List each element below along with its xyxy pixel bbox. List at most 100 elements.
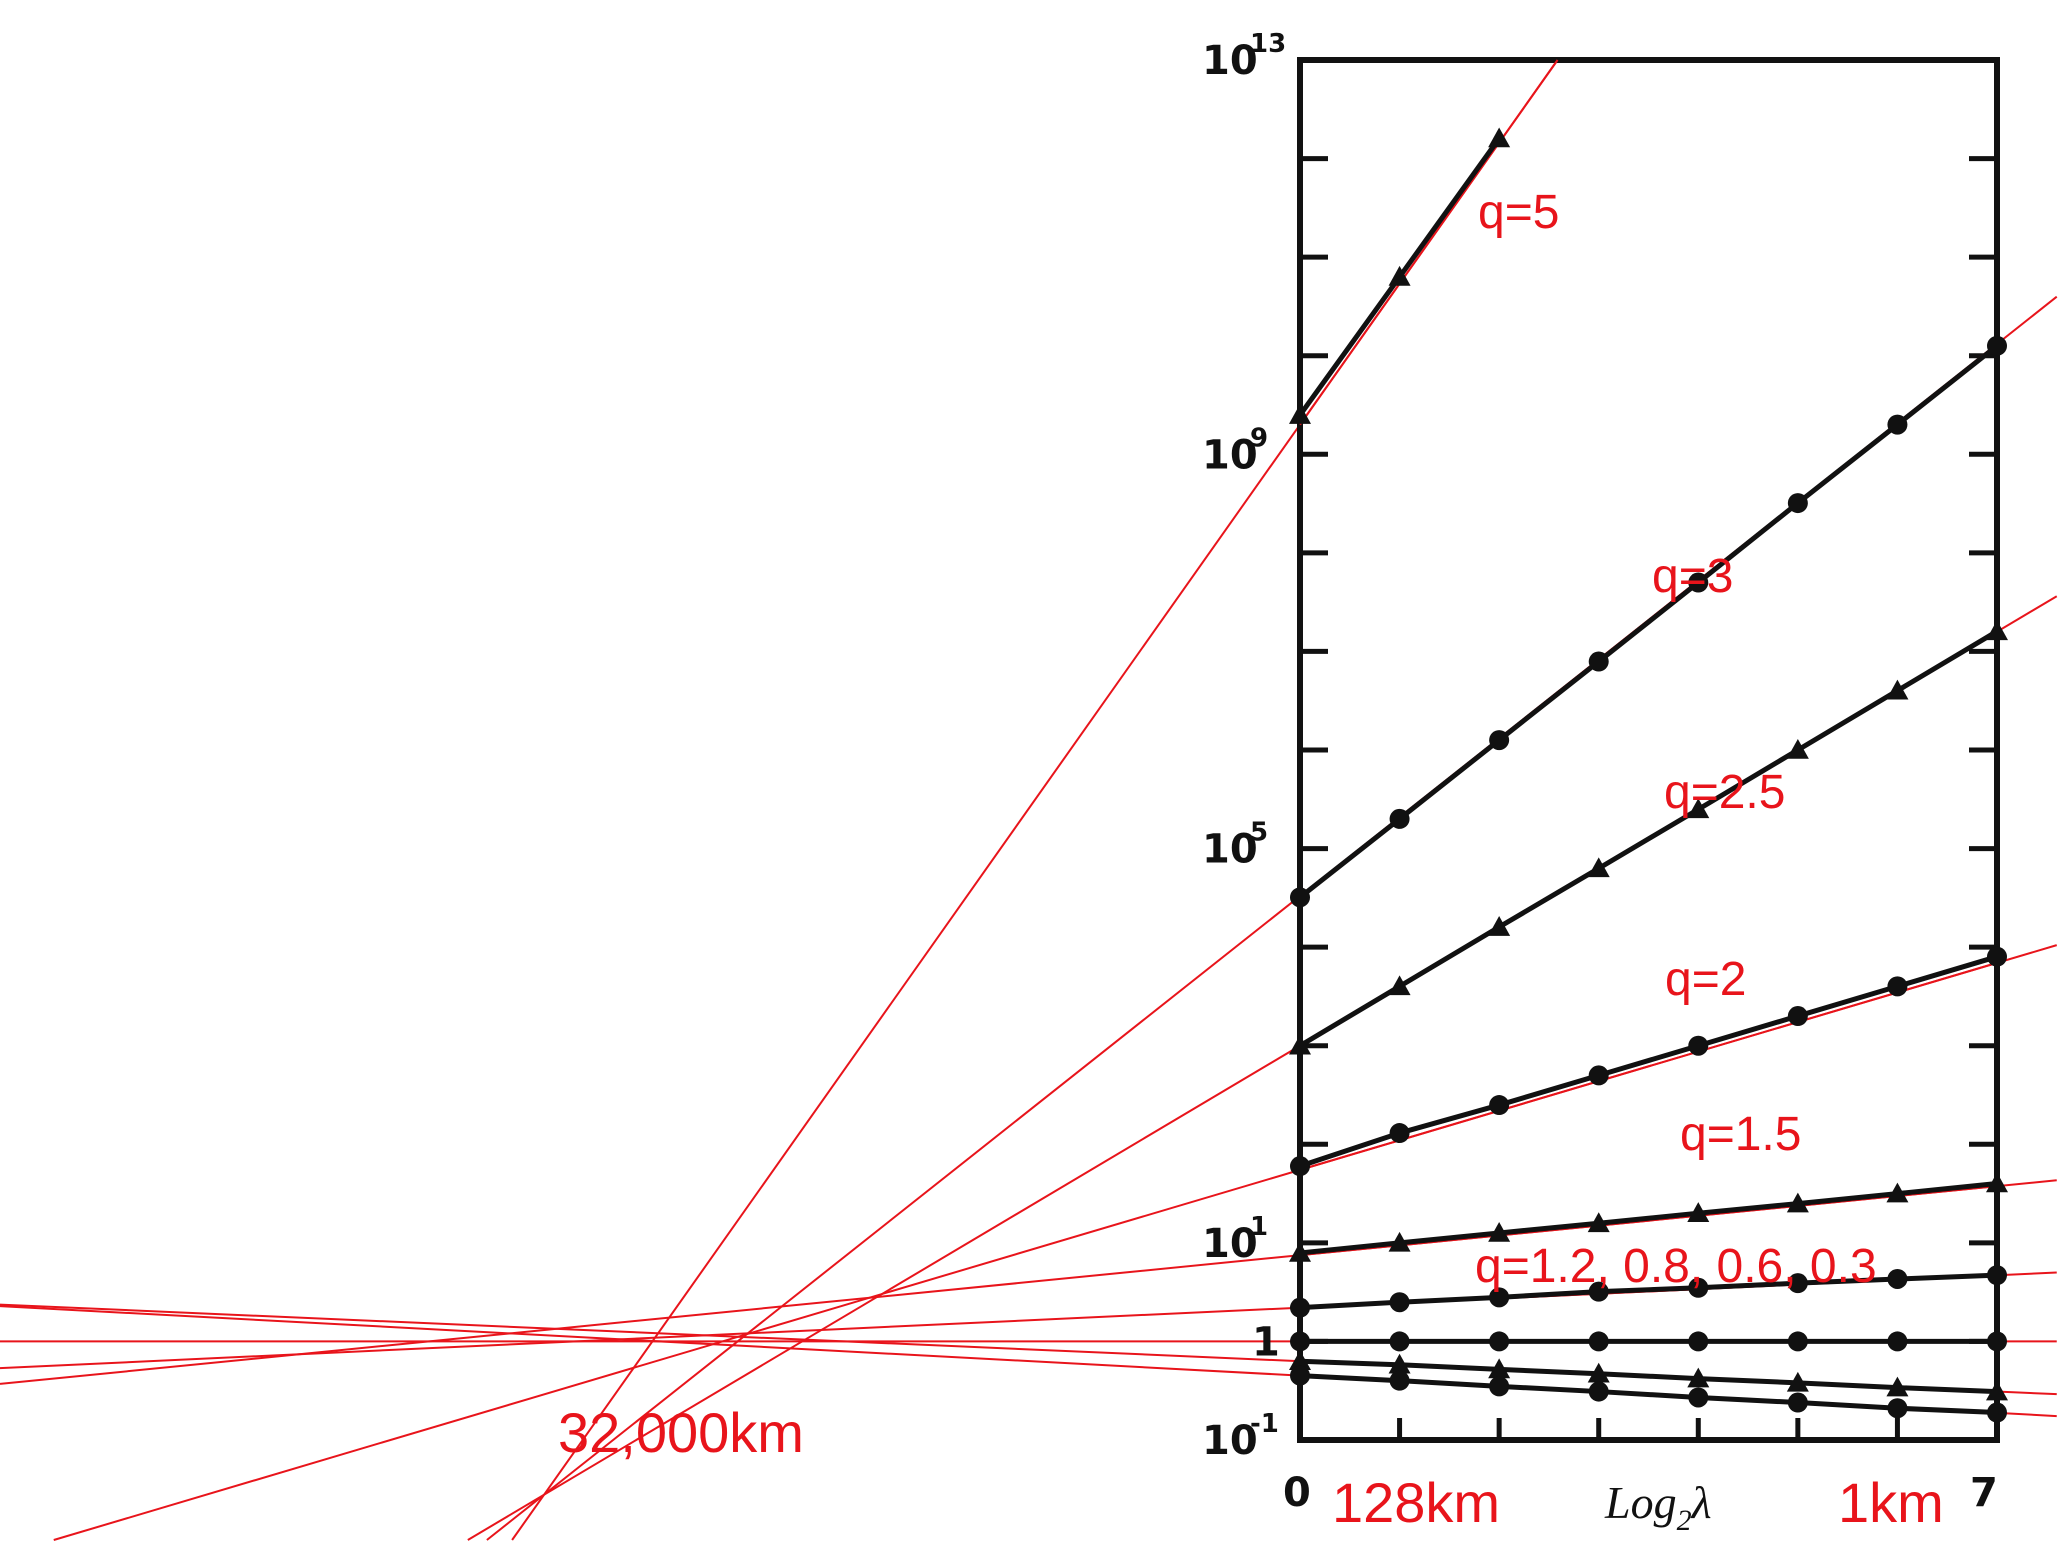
series-line <box>1299 1181 1998 1256</box>
data-point <box>1887 1268 1908 1289</box>
data-point <box>1389 808 1410 829</box>
y-tick-base: 10 <box>1202 38 1258 84</box>
extrapolation-lines <box>0 59 2058 1541</box>
data-point <box>1289 1241 1311 1262</box>
data-point <box>1588 1281 1609 1302</box>
data-point <box>1289 404 1311 424</box>
y-tick-label: 10-1 <box>1202 1409 1279 1464</box>
data-point <box>1688 572 1709 593</box>
y-tick-base: 1 <box>1252 1319 1280 1365</box>
data-point <box>1489 730 1510 751</box>
data-point <box>1687 798 1710 819</box>
fit-line <box>1299 59 1559 426</box>
y-tick-exponent: 13 <box>1250 29 1286 59</box>
data-point <box>1588 1331 1609 1352</box>
y-tick-exponent: 5 <box>1250 818 1268 848</box>
data-point <box>1290 1297 1310 1318</box>
data-point <box>1986 1380 2008 1401</box>
data-point <box>1688 1035 1709 1056</box>
data-point <box>1389 1292 1410 1313</box>
series-line <box>1299 1272 1998 1311</box>
data-point <box>1688 1387 1709 1408</box>
data-point <box>1388 1353 1411 1374</box>
data-point <box>1389 1123 1410 1144</box>
data-point <box>1687 1202 1710 1222</box>
data-point <box>1987 946 2007 967</box>
data-point <box>1887 414 1908 435</box>
data-point <box>1588 1381 1609 1402</box>
data-point <box>1290 1365 1310 1386</box>
data-point <box>1290 1156 1310 1177</box>
data-point <box>1489 1376 1510 1397</box>
y-tick-base: 10 <box>1202 827 1258 873</box>
data-point <box>1887 1398 1908 1419</box>
q-label-group: q=1.2, 0.8, 0.6, 0.3 <box>1475 1240 1877 1293</box>
data-point <box>1290 1331 1310 1352</box>
y-tick-label: 101 <box>1202 1212 1268 1267</box>
y-tick-label: 109 <box>1202 423 1268 478</box>
y-tick-base: 10 <box>1202 1418 1258 1464</box>
data-point <box>1588 651 1609 672</box>
q-label-2-5: q=2.5 <box>1664 766 1785 819</box>
data-point <box>1489 1095 1510 1116</box>
y-tick-label: 105 <box>1202 818 1268 873</box>
series-data <box>1297 136 1999 1416</box>
data-point <box>1987 1402 2007 1423</box>
data-point <box>1389 1370 1410 1391</box>
data-point <box>1688 1277 1709 1298</box>
data-point <box>1289 1034 1311 1055</box>
data-point <box>1787 1331 1808 1352</box>
data-point <box>1887 1331 1908 1352</box>
data-point <box>1787 1392 1808 1413</box>
x-tick-7: 7 <box>1970 1470 1998 1516</box>
y-tick-exponent: -1 <box>1250 1409 1279 1439</box>
y-tick-label: 1 <box>1252 1319 1280 1365</box>
annotation-32000km: 32,000km <box>558 1401 804 1464</box>
data-point <box>1488 1358 1511 1379</box>
data-point <box>1388 265 1411 286</box>
data-point <box>1488 127 1511 148</box>
data-point <box>1987 1331 2007 1352</box>
q-label-1-5: q=1.5 <box>1680 1108 1801 1161</box>
data-point <box>1587 1212 1610 1233</box>
q-label-3: q=3 <box>1652 550 1733 603</box>
annotation-1km: 1km <box>1838 1471 1944 1534</box>
data-markers <box>1289 127 2008 1423</box>
x-tick-0: 0 <box>1283 1470 1311 1516</box>
series-line <box>1299 1373 1998 1416</box>
data-point <box>1587 857 1610 878</box>
series-line <box>1298 629 1999 1048</box>
y-tick-exponent: 9 <box>1250 423 1268 453</box>
data-point <box>1786 1371 1809 1392</box>
data-point <box>1787 1273 1808 1294</box>
data-point <box>1488 1221 1511 1242</box>
data-point <box>1987 1265 2007 1286</box>
annotation-128km: 128km <box>1332 1471 1500 1534</box>
data-point <box>1389 1331 1410 1352</box>
data-point <box>1886 1182 1909 1203</box>
q-label-5: q=5 <box>1478 186 1559 239</box>
y-tick-base: 10 <box>1202 1221 1258 1267</box>
data-point <box>1986 620 2008 641</box>
data-point <box>1886 679 1909 700</box>
data-point <box>1987 335 2007 356</box>
y-tick-exponent: 1 <box>1250 1212 1268 1242</box>
series-line <box>1299 1358 1998 1395</box>
data-point <box>1986 1172 2008 1193</box>
data-point <box>1388 1231 1411 1252</box>
x-axis-label-main: Log <box>1604 1477 1677 1528</box>
x-axis-label: Log2λ <box>1604 1477 1712 1537</box>
data-point <box>1488 916 1511 936</box>
data-point <box>1786 1192 1809 1213</box>
x-axis-label-sub: 2 <box>1677 1504 1692 1537</box>
fit-line <box>1299 961 1998 1171</box>
data-point <box>1787 1006 1808 1027</box>
data-point <box>1290 887 1310 908</box>
series-line <box>1299 954 1998 1169</box>
data-point <box>1886 1376 1909 1397</box>
data-point <box>1887 976 1908 997</box>
svg-text:Log2λ: Log2λ <box>1604 1477 1712 1537</box>
